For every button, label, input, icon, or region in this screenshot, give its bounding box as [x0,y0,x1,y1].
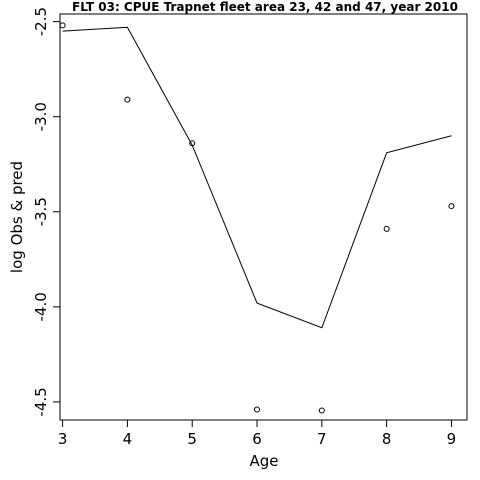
observed-series-points [59,22,455,414]
plot-frame [59,13,468,421]
obs-point-4 [318,407,325,414]
obs-point-6 [448,203,455,210]
obs-point-3 [254,406,261,413]
chart-title: FLT 03: CPUE Trapnet fleet area 23, 42 a… [72,0,458,14]
obs-point-2 [189,140,196,147]
y-tick-label-2: -3.5 [32,197,50,226]
x-axis-label: Age [249,452,278,470]
x-axis: 3 4 5 6 7 8 9 [58,420,456,448]
x-tick-label-5: 8 [382,430,392,448]
y-tick-label-0: -2.5 [32,7,50,36]
y-tick-label-4: -4.5 [32,387,50,416]
x-tick-label-0: 3 [58,430,68,448]
x-tick-label-3: 6 [252,430,262,448]
x-tick-label-1: 4 [123,430,133,448]
obs-point-5 [383,225,390,232]
x-tick-label-4: 7 [317,430,327,448]
y-axis: -2.5 -3.0 -3.5 -4.0 -4.5 [32,7,60,417]
y-axis-label: log Obs & pred [8,161,26,273]
obs-point-1 [124,96,131,103]
predicted-series-line [62,26,452,329]
y-tick-label-3: -4.0 [32,292,50,321]
obs-point-0 [59,22,66,29]
x-tick-label-2: 5 [187,430,197,448]
x-tick-label-6: 9 [447,430,457,448]
y-tick-label-1: -3.0 [32,102,50,131]
